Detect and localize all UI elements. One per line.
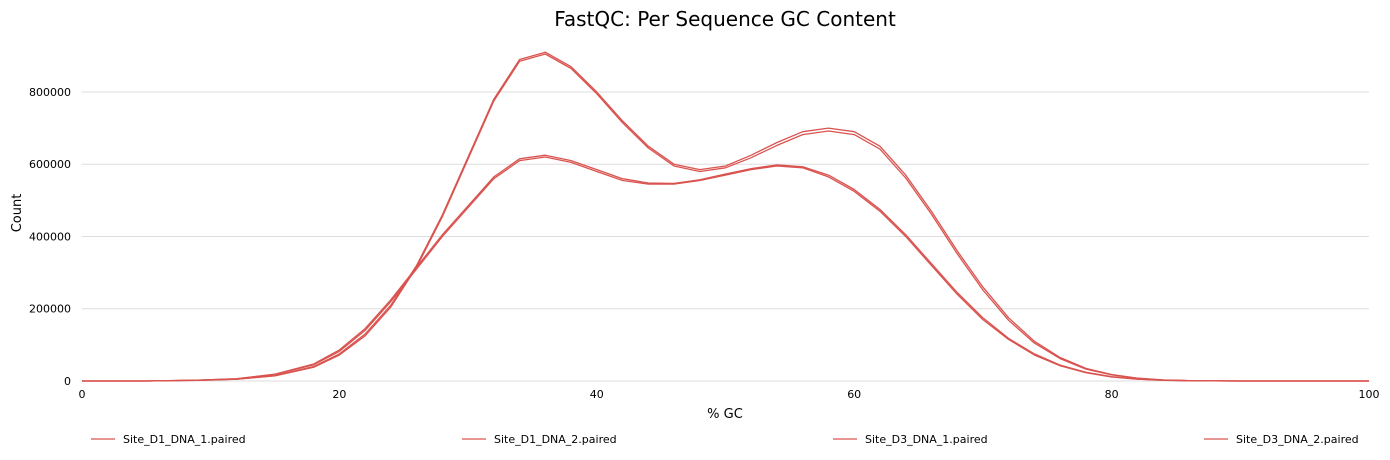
series-line-4 <box>82 154 1369 382</box>
x-tick-label: 20 <box>332 388 346 401</box>
series-line-2 <box>82 53 1369 382</box>
chart-title: FastQC: Per Sequence GC Content <box>554 7 896 31</box>
legend-label-1: Site_D1_DNA_1.paired <box>123 433 246 446</box>
y-axis-ticks: 0 200000 400000 600000 800000 <box>29 86 71 388</box>
grid-lines <box>82 91 1369 310</box>
legend-label-2: Site_D1_DNA_2.paired <box>494 433 617 446</box>
x-tick-label: 40 <box>590 388 604 401</box>
y-tick-label: 600000 <box>29 158 71 171</box>
legend-label-3: Site_D3_DNA_1.paired <box>865 433 988 446</box>
x-tick-label: 100 <box>1359 388 1380 401</box>
series-lines <box>82 51 1369 382</box>
y-tick-label: 400000 <box>29 230 71 243</box>
y-tick-label: 800000 <box>29 86 71 99</box>
y-axis-label: Count <box>10 194 25 233</box>
legend-label-4: Site_D3_DNA_2.paired <box>1236 433 1359 446</box>
series-line-3 <box>82 156 1369 382</box>
legend: Site_D1_DNA_1.paired Site_D1_DNA_2.paired… <box>91 433 1359 446</box>
x-axis-label: % GC <box>707 407 743 422</box>
x-tick-label: 0 <box>79 388 86 401</box>
x-tick-label: 80 <box>1105 388 1119 401</box>
x-tick-label: 60 <box>847 388 861 401</box>
series-line-1 <box>82 51 1369 382</box>
x-axis-ticks: 0 20 40 60 80 100 <box>79 388 1380 401</box>
y-tick-label: 0 <box>64 375 71 388</box>
y-tick-label: 200000 <box>29 303 71 316</box>
